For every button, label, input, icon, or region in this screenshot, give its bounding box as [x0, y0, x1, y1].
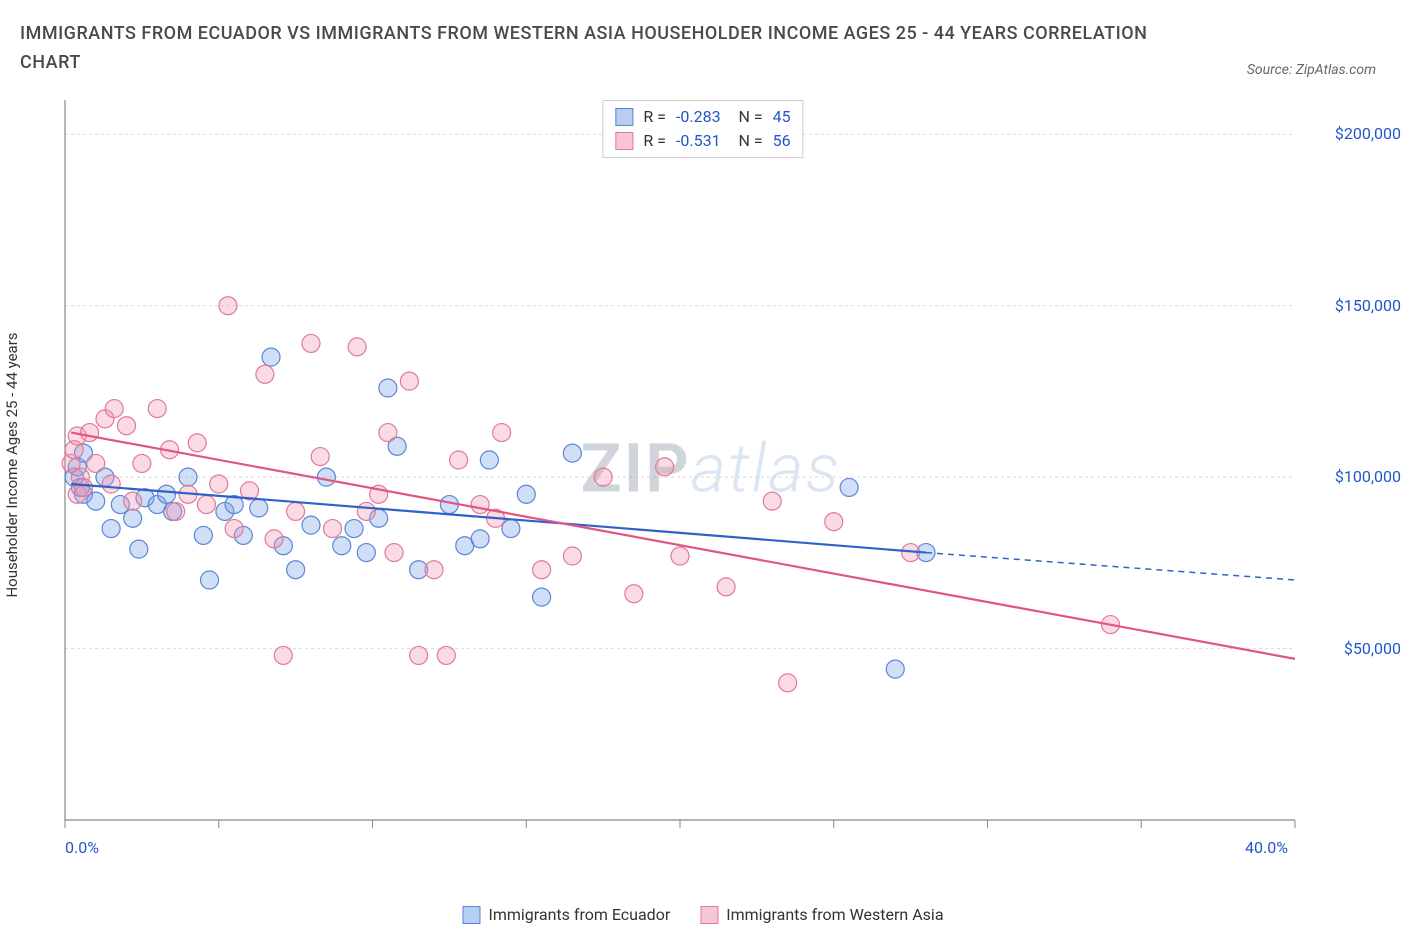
swatch-series-1	[462, 906, 480, 924]
stat-n-label: N =	[731, 129, 763, 153]
legend-label-2: Immigrants from Western Asia	[726, 905, 943, 924]
stat-legend-row-1: R = -0.283 N = 45	[615, 105, 790, 129]
x-axis-left-label: 0.0%	[65, 838, 99, 857]
stat-legend: R = -0.283 N = 45 R = -0.531 N = 56	[602, 100, 803, 158]
header-row: IMMIGRANTS FROM ECUADOR VS IMMIGRANTS FR…	[0, 0, 1406, 83]
stat-r-label: R =	[643, 105, 666, 129]
svg-text:ZIPatlas: ZIPatlas	[580, 429, 841, 509]
chart-title: IMMIGRANTS FROM ECUADOR VS IMMIGRANTS FR…	[20, 20, 1170, 78]
stat-n-label: N =	[731, 105, 763, 129]
y-tick-label: $200,000	[1335, 124, 1401, 143]
swatch-series-2	[615, 132, 633, 150]
legend-item-1: Immigrants from Ecuador	[462, 905, 670, 924]
stat-r-value-2: -0.531	[676, 129, 721, 153]
stat-r-label: R =	[643, 129, 666, 153]
y-axis-label: Householder Income Ages 25 - 44 years	[3, 332, 21, 597]
swatch-series-2	[700, 906, 718, 924]
bottom-legend: Immigrants from Ecuador Immigrants from …	[462, 905, 943, 924]
chart-area: ZIPatlas	[55, 95, 1385, 865]
stat-legend-row-2: R = -0.531 N = 56	[615, 129, 790, 153]
y-tick-label: $100,000	[1335, 467, 1401, 486]
x-axis-right-label: 40.0%	[1245, 838, 1288, 857]
legend-item-2: Immigrants from Western Asia	[700, 905, 943, 924]
stat-n-value-2: 56	[773, 129, 791, 153]
scatter-plot: ZIPatlas	[55, 95, 1385, 865]
y-tick-label: $50,000	[1344, 639, 1401, 658]
swatch-series-1	[615, 108, 633, 126]
stat-r-value-1: -0.283	[676, 105, 721, 129]
legend-label-1: Immigrants from Ecuador	[488, 905, 670, 924]
y-tick-label: $150,000	[1335, 296, 1401, 315]
source-label: Source: ZipAtlas.com	[1247, 62, 1376, 78]
stat-n-value-1: 45	[773, 105, 791, 129]
